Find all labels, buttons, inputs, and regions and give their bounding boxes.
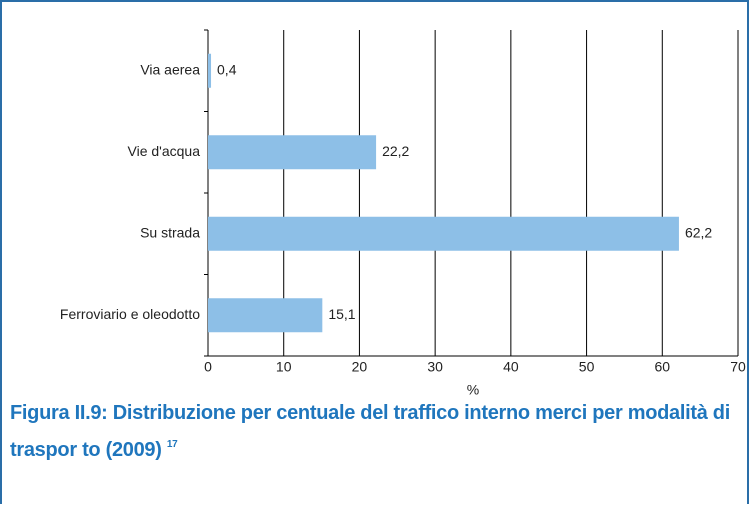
- y-tick-label: Su strada: [140, 224, 200, 240]
- value-label: 62,2: [685, 224, 712, 240]
- x-tick-label: 60: [654, 359, 670, 375]
- caption: Figura II.9: Distribuzione per centuale …: [10, 398, 740, 466]
- bar: [208, 53, 212, 88]
- bar: [208, 135, 377, 170]
- x-tick-label: 50: [579, 359, 595, 375]
- bar: [208, 298, 323, 333]
- chart: % 0 10 20 30 40 50 60 70 Via aerea 0,4 Vie d'acqua…: [60, 29, 746, 398]
- y-tick-label: Ferroviario e oleodotto: [60, 306, 200, 322]
- x-tick-label: 70: [730, 359, 746, 375]
- y-tick-label: Via aerea: [140, 61, 200, 77]
- x-axis-label: %: [467, 382, 479, 398]
- x-tick-label: 40: [503, 359, 519, 375]
- value-label: 15,1: [328, 306, 355, 322]
- x-tick-label: 30: [427, 359, 443, 375]
- x-tick-label: 20: [352, 359, 368, 375]
- value-label: 0,4: [217, 61, 237, 77]
- title-note: 17: [166, 439, 178, 450]
- value-label: 22,2: [382, 143, 409, 159]
- chart-title: Figura II.9: Distribuzione per centuale …: [10, 402, 730, 461]
- bar: [208, 216, 679, 251]
- y-tick-label: Vie d'acqua: [128, 143, 201, 159]
- x-tick-label: 0: [204, 359, 212, 375]
- x-tick-label: 10: [276, 359, 292, 375]
